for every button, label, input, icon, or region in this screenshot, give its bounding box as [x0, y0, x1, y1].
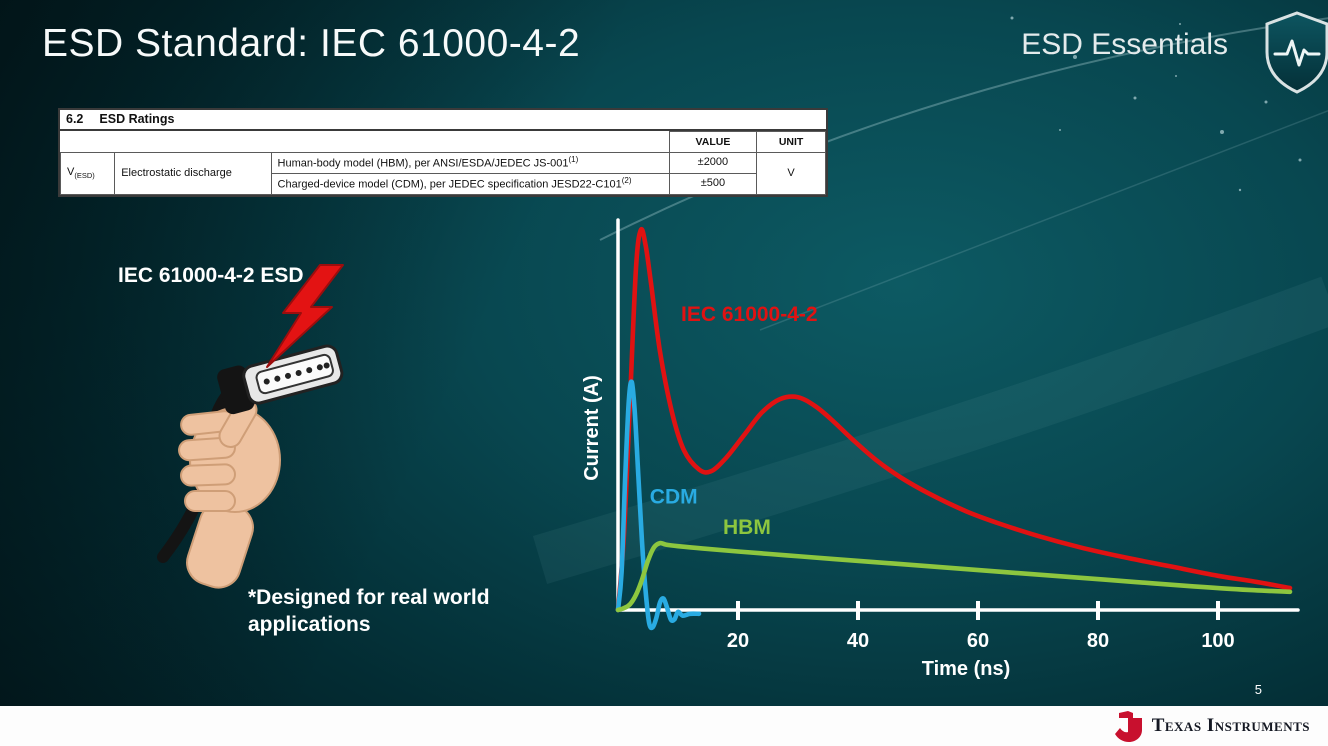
series-label: CDM — [650, 486, 698, 509]
cdm-value: ±500 — [668, 172, 758, 195]
x-tick-label: 80 — [1087, 630, 1109, 652]
swoosh-band — [532, 276, 1328, 584]
hand-connector-illustration — [157, 264, 344, 589]
unit-value: V — [756, 152, 826, 195]
footnote: *Designed for real world applications — [248, 586, 490, 637]
swoosh-curve — [759, 109, 1328, 331]
footer-bar: Texas Instruments — [0, 706, 1328, 746]
hbm-value: ±2000 — [668, 152, 758, 174]
hand — [178, 398, 281, 589]
x-axis-label: Time (ns) — [921, 658, 1011, 680]
series-label: HBM — [723, 516, 771, 539]
param-symbol: V(ESD) — [59, 152, 116, 195]
table-row: Charged-device model (CDM), per JEDEC sp… — [61, 172, 826, 195]
series-brand: ESD Essentials — [1021, 28, 1228, 61]
series-curve — [615, 379, 702, 631]
ratings-table: VALUE UNIT V(ESD) Electrostatic discharg… — [59, 131, 826, 195]
series-label: IEC 61000-4-2 — [681, 303, 818, 326]
ti-logo: Texas Instruments — [1114, 710, 1310, 743]
section-title: ESD Ratings — [99, 112, 175, 126]
ti-wordmark: Texas Instruments — [1151, 715, 1310, 736]
x-tick-label: 100 — [1201, 630, 1234, 652]
param-name: Electrostatic discharge — [114, 152, 272, 195]
series-curve — [615, 226, 1293, 613]
x-tick-label: 40 — [847, 630, 869, 652]
heartbeat-pulse-icon — [1273, 39, 1321, 67]
slide-title: ESD Standard: IEC 61000-4-2 — [42, 22, 581, 65]
page-number: 5 — [1254, 682, 1262, 697]
section-number: 6.2 — [66, 112, 84, 126]
esd-shield-icon — [1265, 11, 1328, 94]
table-row: V(ESD) Electrostatic discharge Human-bod… — [59, 152, 826, 195]
hbm-description: Human-body model (HBM), per ANSI/ESDA/JE… — [270, 152, 670, 174]
table-caption: 6.2 ESD Ratings — [60, 110, 826, 131]
series-curve — [615, 540, 1293, 613]
esd-ratings-card: 6.2 ESD Ratings VALUE UNIT V(ESD) Electro… — [58, 108, 828, 197]
ti-bug-icon — [1114, 710, 1142, 742]
y-axis-label: Current (A) — [581, 375, 603, 481]
lightning-bolt-icon — [266, 264, 344, 368]
hdmi-connector — [217, 344, 344, 415]
cdm-description: Charged-device model (CDM), per JEDEC sp… — [270, 172, 670, 195]
chart-canvas: 20 40 60 80 100 IEC 61000-4-2 CDM HBM — [615, 218, 1300, 652]
x-tick-label: 60 — [967, 630, 989, 652]
value-header: VALUE — [668, 131, 758, 153]
iec-esd-caption: IEC 61000-4-2 ESD — [118, 264, 304, 287]
x-tick-label: 20 — [727, 630, 749, 652]
header-blank-cell — [60, 131, 670, 153]
unit-header: UNIT — [756, 131, 826, 153]
esd-waveform-chart: Current (A) 20 40 60 80 100 IEC 61000-4-2 CDM H… — [556, 210, 1306, 690]
